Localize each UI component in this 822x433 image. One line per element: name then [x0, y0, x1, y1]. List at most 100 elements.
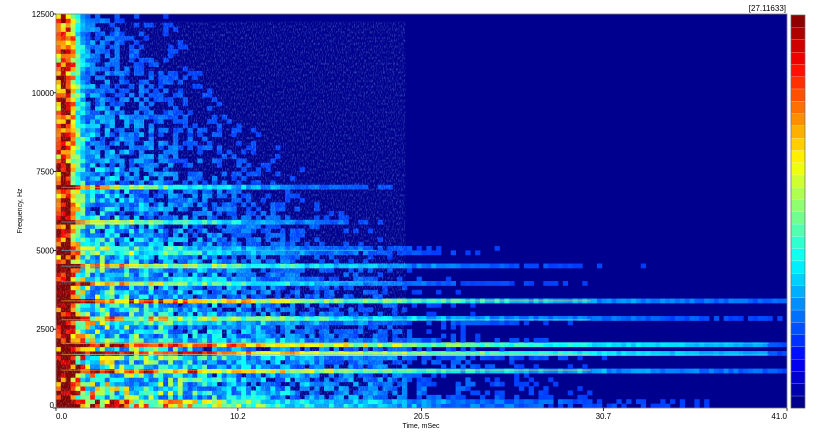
heatmap-cell: [416, 346, 422, 352]
heatmap-cell: [699, 316, 705, 321]
heatmap-cell: [557, 316, 564, 321]
heatmap-cell: [114, 18, 120, 24]
heatmap-cell: [470, 263, 476, 269]
heatmap-cell: [450, 316, 457, 321]
heatmap-cell: [416, 368, 422, 374]
heatmap-cell: [465, 368, 471, 374]
heatmap-cell: [509, 355, 515, 361]
heatmap-cell: [748, 316, 754, 321]
heatmap-cell: [499, 351, 505, 356]
heatmap-cell: [470, 311, 476, 317]
heatmap-cell: [455, 390, 461, 396]
heatmap-cell: [635, 368, 642, 374]
heatmap-cell: [494, 390, 500, 396]
heatmap-cell: [655, 351, 661, 356]
heatmap-cell: [582, 351, 588, 356]
heatmap-cell: [460, 263, 466, 269]
heatmap-cell: [528, 390, 534, 396]
heatmap-cell: [660, 316, 666, 321]
heatmap-cell: [640, 298, 647, 304]
heatmap-cell: [494, 381, 500, 387]
heatmap-cell: [470, 316, 476, 321]
heatmap-cell: [562, 281, 569, 286]
heatmap-cell: [528, 368, 534, 374]
heatmap-cell: [733, 298, 739, 304]
heatmap-cell: [455, 399, 461, 405]
heatmap-cell: [455, 289, 461, 295]
heatmap-cell: [99, 18, 106, 24]
heatmap-cell: [553, 368, 559, 374]
x-tick-label: 10.2: [230, 412, 246, 421]
heatmap-cell: [475, 390, 481, 396]
heatmap-cell: [587, 399, 593, 405]
heatmap-cell: [572, 316, 578, 321]
heatmap-cell: [518, 342, 525, 348]
heatmap-cell: [465, 399, 471, 405]
heatmap-cell: [450, 394, 457, 400]
heatmap-cell: [567, 342, 573, 348]
heatmap-cell: [406, 346, 413, 352]
heatmap-cell: [528, 403, 534, 408]
heatmap-cell: [718, 351, 725, 356]
heatmap-cell: [777, 368, 783, 374]
heatmap-cell: [557, 403, 564, 408]
heatmap-cell: [450, 359, 457, 365]
heatmap-cell: [679, 368, 686, 374]
heatmap-cell: [670, 298, 676, 304]
heatmap-cell: [90, 18, 96, 24]
heatmap-cell: [543, 355, 549, 361]
heatmap-cell: [743, 351, 749, 356]
heatmap-cell: [582, 364, 588, 369]
heatmap-cell: [528, 355, 534, 361]
colorbar-segment: [790, 235, 806, 249]
heatmap-cell: [592, 342, 598, 348]
heatmap-cell: [479, 320, 486, 326]
heatmap-cell: [631, 368, 637, 374]
heatmap-cell: [484, 377, 491, 383]
heatmap-cell: [538, 368, 544, 374]
heatmap-cell: [738, 316, 744, 321]
heatmap-cell: [543, 263, 549, 269]
heatmap-cell: [528, 377, 534, 383]
heatmap-cell: [489, 316, 495, 321]
heatmap-cell: [484, 399, 491, 405]
heatmap-cell: [499, 399, 505, 405]
heatmap-cell: [489, 263, 495, 269]
heatmap-cell: [660, 403, 666, 408]
heatmap-cell: [543, 399, 549, 405]
heatmap-cell: [631, 351, 637, 356]
heatmap-cell: [606, 316, 612, 321]
heatmap-cell: [440, 403, 447, 408]
heatmap-cell: [460, 351, 466, 356]
heatmap-cell: [611, 316, 617, 321]
heatmap-cell: [416, 263, 422, 269]
heatmap-cell: [689, 298, 695, 304]
heatmap-cell: [572, 399, 578, 405]
heatmap-cell: [406, 403, 413, 408]
heatmap-cell: [567, 364, 573, 369]
heatmap-cell: [611, 403, 617, 408]
heatmap-cell: [416, 403, 422, 408]
heatmap-cell: [640, 399, 647, 405]
heatmap-cell: [494, 403, 500, 408]
heatmap-cell: [494, 377, 500, 383]
heatmap-cell: [572, 263, 578, 269]
heatmap-cell: [455, 351, 461, 356]
heatmap-cell: [406, 359, 413, 365]
y-tick-label: 5000: [36, 246, 54, 255]
heatmap-cell: [767, 351, 773, 356]
heatmap-cell: [450, 399, 457, 405]
heatmap-cell: [440, 324, 447, 330]
heatmap-cell: [523, 316, 530, 321]
heatmap-cell: [499, 346, 505, 352]
y-tick-label: 2500: [36, 325, 54, 334]
heatmap-cell: [416, 399, 422, 405]
heatmap-cell: [523, 368, 530, 374]
heatmap-cell: [621, 368, 627, 374]
heatmap-cell: [455, 342, 461, 348]
heatmap-cell: [723, 351, 729, 356]
heatmap-cell: [455, 320, 461, 326]
heatmap-cell: [733, 351, 739, 356]
heatmap-cell: [426, 316, 432, 321]
heatmap-cell: [426, 377, 432, 383]
